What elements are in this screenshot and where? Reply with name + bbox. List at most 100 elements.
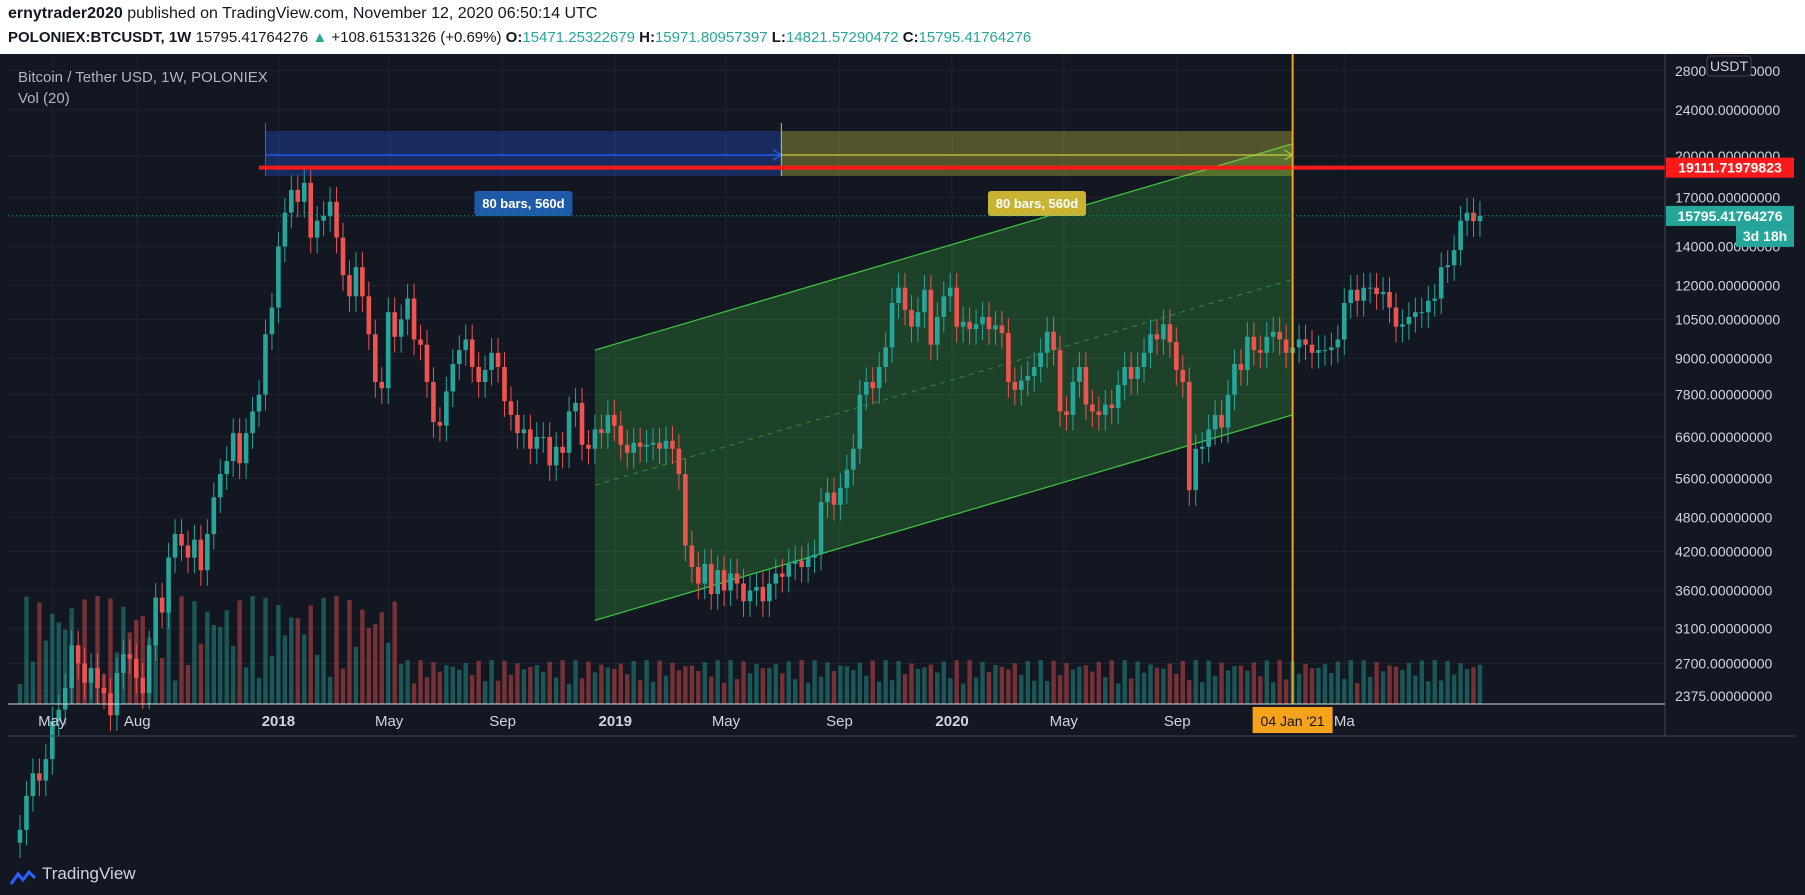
candle xyxy=(799,545,804,583)
candle-body xyxy=(1115,385,1121,408)
volume-bar xyxy=(1006,669,1011,704)
volume-bar xyxy=(1400,669,1405,704)
volume-bar xyxy=(1464,669,1470,704)
candle xyxy=(1238,349,1244,386)
candle-body xyxy=(450,364,456,392)
candle-body xyxy=(1212,414,1218,430)
candle xyxy=(508,386,514,431)
volume-bar xyxy=(605,667,611,704)
volume-bar xyxy=(941,661,946,704)
candle xyxy=(140,663,146,709)
candle-body xyxy=(528,429,533,449)
candlestick-series xyxy=(17,168,1483,858)
candle-body xyxy=(17,829,23,843)
candle xyxy=(870,367,876,404)
candle-body xyxy=(385,312,391,389)
candle xyxy=(1387,277,1392,324)
volume-bar xyxy=(896,661,901,704)
volume-bar xyxy=(495,680,501,704)
volume-bar xyxy=(1309,668,1315,704)
volume-bar xyxy=(1426,681,1431,704)
candle xyxy=(1096,396,1102,431)
candle xyxy=(637,428,643,463)
candle-body xyxy=(747,590,753,602)
candle xyxy=(528,414,533,465)
candle xyxy=(418,324,423,361)
candle xyxy=(366,281,372,350)
candle-body xyxy=(741,583,746,602)
candle-body xyxy=(140,677,146,694)
volume-bar xyxy=(560,660,565,704)
parallel-channel[interactable] xyxy=(594,143,1293,621)
volume-bar xyxy=(831,671,837,704)
price-label-box xyxy=(1666,205,1794,226)
candle xyxy=(663,426,669,465)
volume-bar xyxy=(1258,676,1263,704)
y-tick-label: 2375.00000000 xyxy=(1675,688,1773,704)
x-tick-label: May xyxy=(375,713,404,730)
x-tick-label: Sep xyxy=(1164,713,1191,730)
x-tick-label: May xyxy=(38,713,67,730)
candle-body xyxy=(1245,336,1250,370)
candle-body xyxy=(1445,265,1450,268)
candle xyxy=(896,272,901,319)
volume-bar xyxy=(489,660,494,704)
volume-bar xyxy=(696,671,701,704)
candle xyxy=(1102,389,1108,431)
y-tick-label: 3600.00000000 xyxy=(1675,583,1773,599)
tradingview-brand[interactable]: TradingView xyxy=(42,864,136,883)
candle xyxy=(1432,283,1438,317)
candle xyxy=(1258,335,1263,369)
volume-bar xyxy=(237,600,242,704)
candle-body xyxy=(1335,339,1341,348)
candle xyxy=(192,524,197,574)
candle xyxy=(37,758,42,797)
volume-bar xyxy=(618,663,623,704)
footer: TradingView xyxy=(0,858,1805,895)
candle xyxy=(495,338,501,383)
candle-body xyxy=(838,487,843,505)
volume-bar xyxy=(431,662,436,704)
candle xyxy=(644,429,649,463)
candle xyxy=(1070,367,1076,431)
volume-bar xyxy=(211,625,216,704)
candle-body xyxy=(1225,394,1231,428)
channel-upper-line[interactable] xyxy=(594,143,1293,351)
candle xyxy=(43,744,49,797)
candle-body xyxy=(1406,316,1412,325)
candle-body xyxy=(696,567,701,584)
candle-body xyxy=(1167,324,1173,343)
price-chart[interactable]: 80 bars, 560d 80 bars, 560d 04 Jan '21 280… xyxy=(0,54,1805,858)
candle-body xyxy=(1425,300,1431,313)
chart-axes[interactable]: 28000.0000000024000.0000000020000.000000… xyxy=(8,54,1795,737)
candle xyxy=(973,309,979,345)
volume-bar xyxy=(702,662,707,704)
candle xyxy=(1083,352,1089,421)
candle xyxy=(553,431,559,482)
candle xyxy=(1141,338,1147,383)
volume-bar xyxy=(1025,660,1030,704)
volume-bar xyxy=(1038,660,1043,704)
volume-bar xyxy=(1374,662,1379,704)
volume-bar xyxy=(1387,665,1392,704)
volume-bar xyxy=(347,600,352,704)
currency-badge[interactable] xyxy=(1706,55,1752,77)
date-marker-label: 04 Jan '21 xyxy=(1261,713,1325,729)
candle-body xyxy=(24,795,29,830)
volume-bar xyxy=(43,640,49,704)
candle-body xyxy=(1044,331,1050,353)
volume-bar xyxy=(1348,660,1353,704)
candle-body xyxy=(263,334,268,395)
projection-label-box xyxy=(987,191,1086,216)
drawing-overlays[interactable]: 80 bars, 560d 80 bars, 560d 04 Jan '21 xyxy=(8,54,1665,733)
volume-bar xyxy=(721,682,727,704)
candle xyxy=(967,307,972,345)
volume-bar xyxy=(470,675,475,704)
candle xyxy=(114,658,120,731)
candle-body xyxy=(198,539,204,571)
author-name[interactable]: ernytrader2020 xyxy=(8,5,123,22)
volume-bar xyxy=(812,660,817,704)
volume-bar xyxy=(1128,678,1134,704)
y-tick-label: 24000.00000000 xyxy=(1675,102,1780,118)
candle-body xyxy=(1148,334,1153,353)
